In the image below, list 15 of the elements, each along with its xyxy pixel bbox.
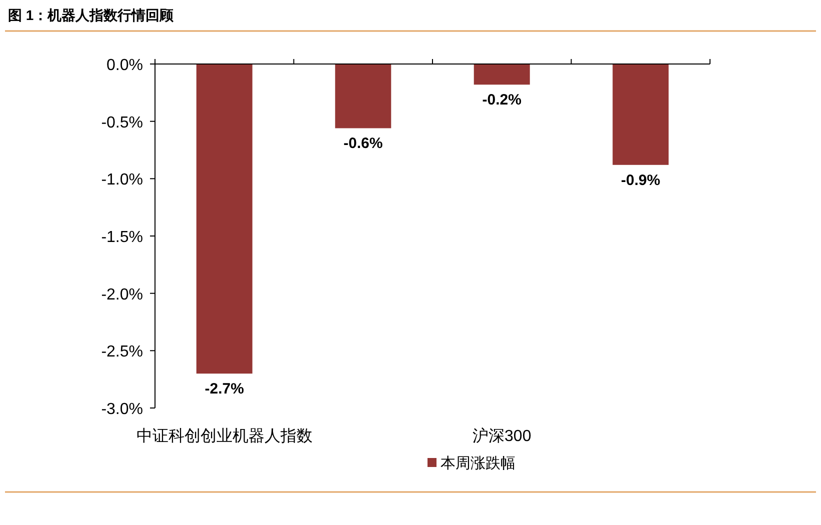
y-tick-label: -1.5% [101,229,143,246]
data-label: -0.6% [344,135,383,152]
y-tick-label: -2.0% [101,286,143,304]
y-tick-label: -2.5% [101,344,143,361]
y-tick-label: -0.5% [101,114,143,132]
y-tick-label: -1.0% [101,172,143,189]
y-tick-label: -3.0% [101,401,143,418]
data-label: -2.7% [204,380,244,398]
data-label: -0.9% [621,172,660,189]
chart-title: 图 1：机器人指数行情回顾 [8,7,175,23]
x-tick-label: 沪深300 [472,427,532,445]
y-tick-label: 0.0% [106,57,143,74]
data-label: -0.2% [482,92,522,109]
legend-label: 本周涨跌幅 [440,455,516,472]
x-tick-label: 中证科创创业机器人指数 [136,427,312,445]
